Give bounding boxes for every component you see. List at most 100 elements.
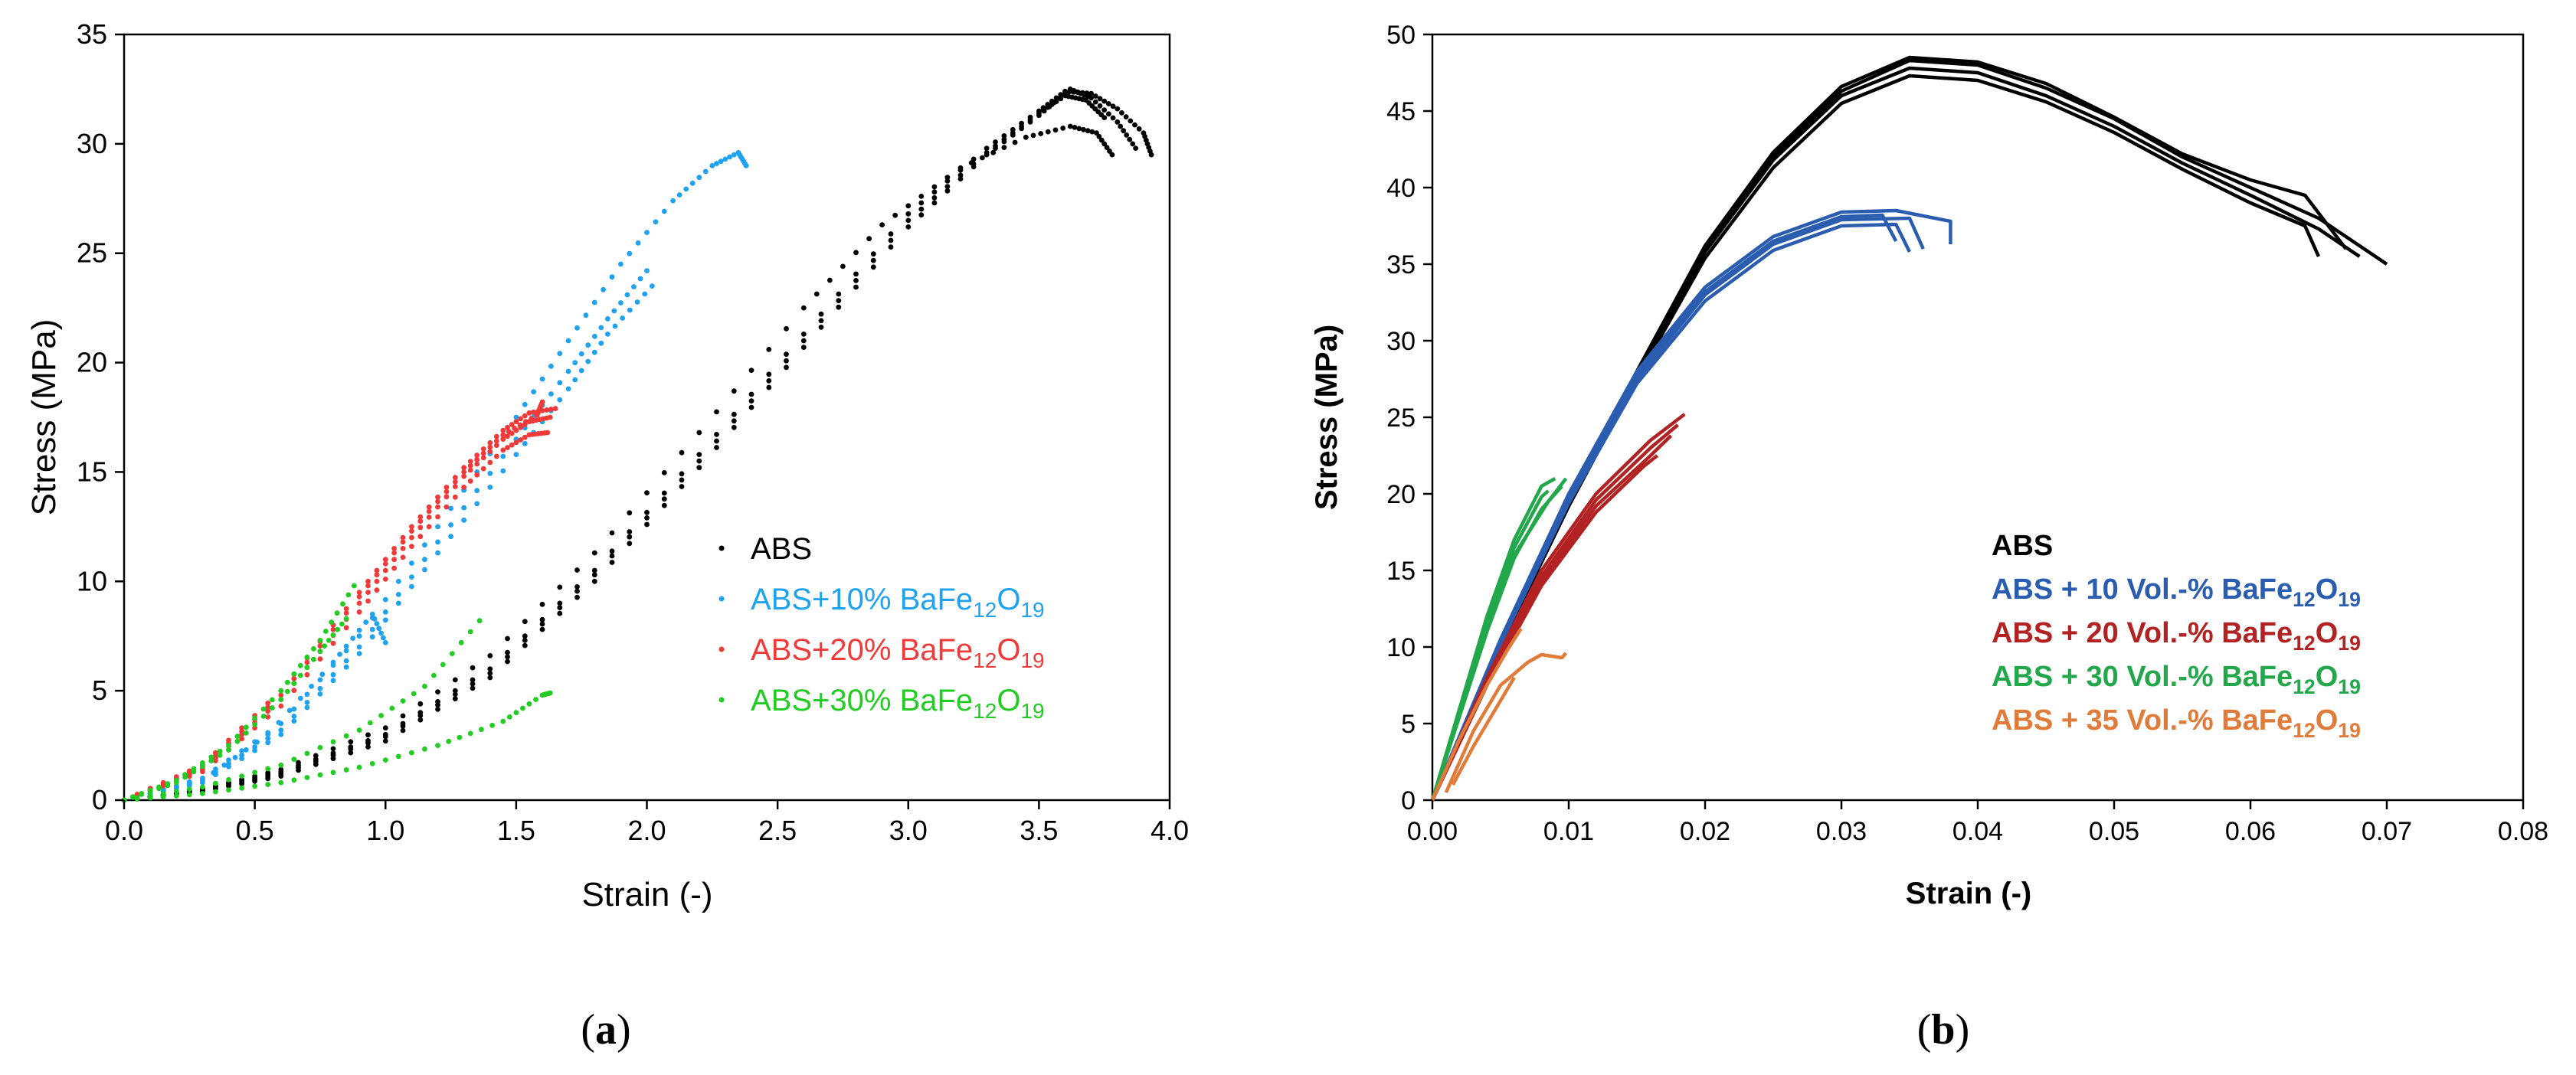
panel-a-data-point [265, 740, 271, 746]
panel-a-data-point [291, 688, 297, 694]
panel-a-data-point [1060, 126, 1066, 131]
panel-a-data-point [957, 165, 964, 171]
panel-a-data-point [474, 461, 480, 467]
panel-a-data-point [422, 684, 427, 689]
panel-b-y-tick-label: 20 [1386, 480, 1416, 509]
panel-a-data-point [470, 665, 476, 671]
panel-a-data-point [226, 782, 231, 788]
panel-a-data-point [557, 397, 563, 403]
panel-a-data-point [276, 720, 282, 725]
panel-a-data-point [278, 771, 284, 777]
panel-a-data-point [304, 659, 310, 665]
panel-a-data-point [1101, 98, 1108, 104]
panel-a-data-point [304, 704, 310, 711]
panel-a-data-point [637, 276, 643, 282]
panel-a-data-point [173, 789, 179, 794]
panel-a-data-point [200, 777, 205, 783]
panel-a-data-point [523, 419, 529, 425]
panel-a-data-point [500, 427, 506, 433]
panel-a-data-point [351, 583, 357, 589]
panel-a-data-point [644, 230, 650, 235]
panel-a-data-point [1045, 104, 1051, 110]
panel-a-data-point [714, 161, 719, 167]
panel-b-x-tick-label: 0.08 [2498, 817, 2548, 846]
panel-b-y-tick-label: 40 [1386, 174, 1416, 203]
panel-b-x-tick-label: 0.03 [1816, 817, 1867, 846]
panel-a-data-point [487, 653, 493, 658]
panel-a-data-point [457, 734, 463, 740]
panel-a-data-point [213, 789, 218, 795]
panel-a-data-point [1094, 130, 1099, 136]
panel-a-data-point [489, 723, 495, 728]
panel-a-data-point [1096, 133, 1102, 139]
panel-a-data-point [435, 494, 440, 500]
panel-a-data-point [291, 714, 297, 719]
panel-a-data-point [389, 705, 395, 711]
panel-a-data-point [400, 539, 406, 545]
panel-a-data-point [574, 594, 580, 600]
panel-a-data-point [931, 189, 938, 195]
panel-a-data-point [957, 176, 964, 182]
panel-b-y-tick-label: 5 [1401, 710, 1416, 739]
panel-a-data-point [291, 681, 297, 686]
panel-a-data-point [296, 765, 301, 770]
panel-a-data-point [297, 695, 303, 701]
panel-a-data-point [840, 263, 846, 270]
panel-a-data-point [748, 404, 754, 410]
panel-a-data-point [382, 725, 388, 731]
panel-a-letter: a [595, 1006, 617, 1054]
panel-a-data-point [905, 224, 912, 230]
panel-a-data-point [905, 211, 912, 217]
panel-a-data-point [376, 626, 382, 632]
panel-a-data-point [539, 601, 545, 607]
panel-a-data-point [1089, 129, 1095, 135]
panel-a-data-point [1053, 99, 1059, 105]
panel-a-data-point [731, 424, 737, 430]
panel-b-y-tick-label: 10 [1386, 633, 1416, 662]
panel-a-data-point [696, 458, 702, 464]
panel-a-data-point [604, 316, 610, 322]
panel-a-data-point [591, 572, 597, 578]
panel-a-data-point [395, 753, 401, 760]
panel-a-data-point [252, 783, 257, 789]
panel-a-data-point [369, 626, 375, 632]
panel-a-data-point [766, 378, 772, 384]
panel-a-data-point [458, 639, 464, 645]
panel-a-data-point [1049, 102, 1055, 107]
panel-a-data-point [461, 473, 466, 479]
panel-a-data-point [696, 452, 702, 457]
panel-a-data-point [493, 438, 499, 444]
panel-a-data-point [452, 688, 458, 694]
panel-a-data-point [330, 626, 336, 632]
panel-a-data-point [572, 360, 578, 365]
panel-a-data-point [156, 786, 162, 792]
legend-text: O [2316, 661, 2339, 693]
panel-a-data-point [480, 450, 486, 456]
panel-a-data-point [243, 724, 249, 730]
panel-a-data-point [644, 521, 650, 528]
panel-a-data-point [265, 782, 271, 787]
panel-a-data-point [382, 734, 388, 740]
panel-a-data-point [500, 468, 506, 474]
panel-a-data-point [330, 753, 336, 758]
panel-a-data-point [329, 619, 335, 625]
legend-subscript: 19 [2338, 632, 2361, 655]
panel-a-data-point [343, 767, 349, 773]
panel-a-data-point [317, 691, 323, 697]
panel-a-data-point [800, 338, 807, 344]
panel-a-data-point [1133, 145, 1138, 152]
panel-a-data-point [356, 727, 362, 733]
panel-a-data-point [1097, 103, 1103, 109]
legend-text: ABS + 30 Vol.-% BaFe [1992, 661, 2293, 693]
panel-a-data-point [467, 467, 473, 473]
panel-a-data-point [400, 534, 406, 541]
panel-a-x-tick-label: 3.5 [1020, 815, 1058, 846]
panel-a-data-point [422, 746, 427, 752]
panel-a-data-point [500, 436, 506, 442]
panel-a-data-point [509, 442, 515, 448]
panel-a-x-tick-label: 2.5 [758, 815, 797, 846]
panel-a-data-point [448, 505, 453, 511]
panel-a-data-point [1098, 137, 1105, 143]
panel-a-data-point [609, 274, 615, 280]
panel-a-data-point [422, 542, 427, 548]
